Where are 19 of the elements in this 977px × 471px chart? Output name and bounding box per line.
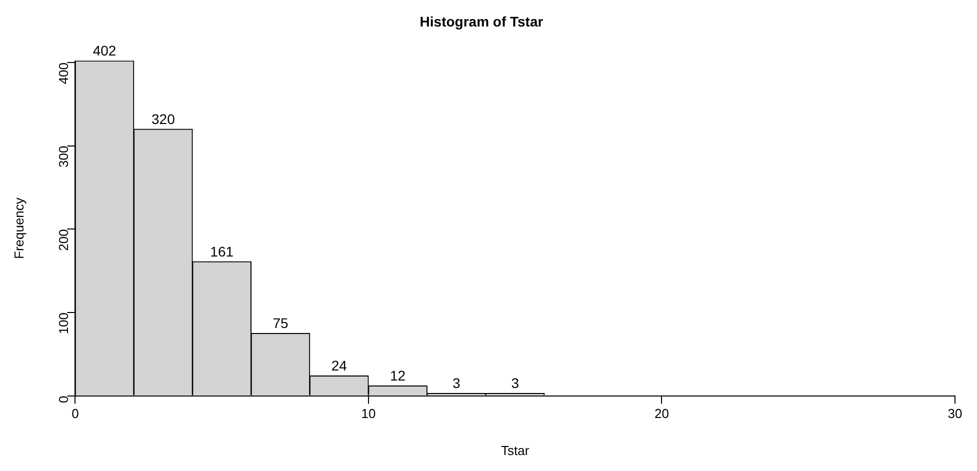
data-label: 3 [511,375,520,392]
y-tick-label: 400 [56,62,71,84]
data-label: 320 [152,110,176,127]
data-label: 12 [390,368,406,384]
x-tick-label: 10 [361,406,376,422]
y-tick-label: 200 [56,229,71,251]
data-label: 24 [331,358,348,374]
data-label: 75 [272,315,288,332]
y-axis-title: Frequency [11,197,26,260]
chart-title: Histogram of Tstar [420,13,544,30]
data-label: 3 [452,375,461,392]
data-label: 161 [210,243,234,260]
data-label: 402 [92,42,116,59]
y-tick-label: 100 [56,312,71,334]
x-tick-label: 20 [654,406,669,422]
y-tick-label: 300 [56,146,71,168]
y-tick-label: 0 [56,396,71,404]
x-tick-label: 30 [948,406,962,422]
x-axis-title: Tstar [501,442,530,458]
